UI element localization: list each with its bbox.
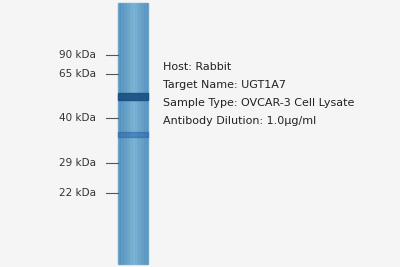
Bar [136, 3, 137, 264]
Bar [119, 3, 120, 264]
Text: 29 kDa: 29 kDa [59, 158, 96, 168]
Bar [118, 132, 148, 136]
Text: Host: Rabbit: Host: Rabbit [163, 62, 231, 72]
Text: 22 kDa: 22 kDa [59, 188, 96, 198]
Bar [137, 3, 138, 264]
Bar [125, 3, 126, 264]
Bar [127, 3, 128, 264]
Text: 40 kDa: 40 kDa [59, 113, 96, 123]
Bar [133, 3, 134, 264]
Bar [130, 3, 131, 264]
Bar [142, 3, 143, 264]
Bar [138, 3, 139, 264]
Text: Target Name: UGT1A7: Target Name: UGT1A7 [163, 80, 286, 90]
Bar [128, 3, 129, 264]
Bar [135, 3, 136, 264]
Bar [139, 3, 140, 264]
Bar [123, 3, 124, 264]
Text: Sample Type: OVCAR-3 Cell Lysate: Sample Type: OVCAR-3 Cell Lysate [163, 98, 354, 108]
Bar [118, 92, 148, 100]
Bar [141, 3, 142, 264]
Bar [134, 3, 135, 264]
Text: 90 kDa: 90 kDa [59, 50, 96, 60]
Bar [146, 3, 147, 264]
Bar [118, 3, 148, 264]
Text: 65 kDa: 65 kDa [59, 69, 96, 79]
Text: Antibody Dilution: 1.0μg/ml: Antibody Dilution: 1.0μg/ml [163, 116, 316, 126]
Bar [131, 3, 132, 264]
Bar [129, 3, 130, 264]
Bar [118, 3, 119, 264]
Bar [122, 3, 123, 264]
Bar [140, 3, 141, 264]
Bar [124, 3, 125, 264]
Bar [144, 3, 145, 264]
Bar [126, 3, 127, 264]
Bar [132, 3, 133, 264]
Bar [121, 3, 122, 264]
Bar [120, 3, 121, 264]
Bar [147, 3, 148, 264]
Bar [143, 3, 144, 264]
Bar [145, 3, 146, 264]
